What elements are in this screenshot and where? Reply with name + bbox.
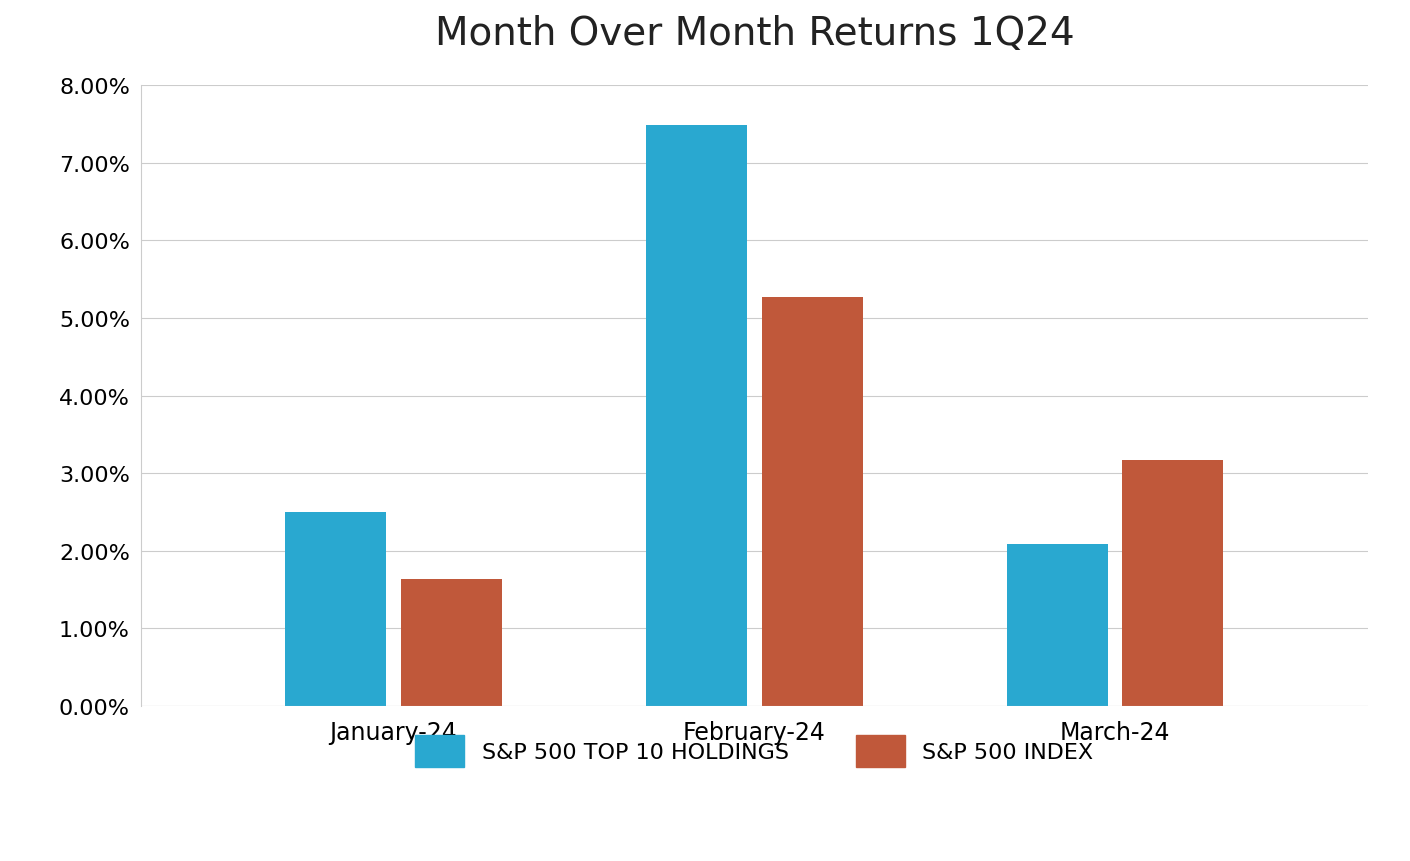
Bar [646, 126, 747, 706]
Legend: S&P 500 TOP 10 HOLDINGS, S&P 500 INDEX: S&P 500 TOP 10 HOLDINGS, S&P 500 INDEX [406, 727, 1103, 776]
Bar [761, 298, 863, 706]
Bar [400, 579, 502, 706]
Bar [1122, 461, 1224, 706]
Bar [285, 512, 386, 706]
Title: Month Over Month Returns 1Q24: Month Over Month Returns 1Q24 [434, 15, 1074, 53]
Bar [1007, 544, 1108, 706]
